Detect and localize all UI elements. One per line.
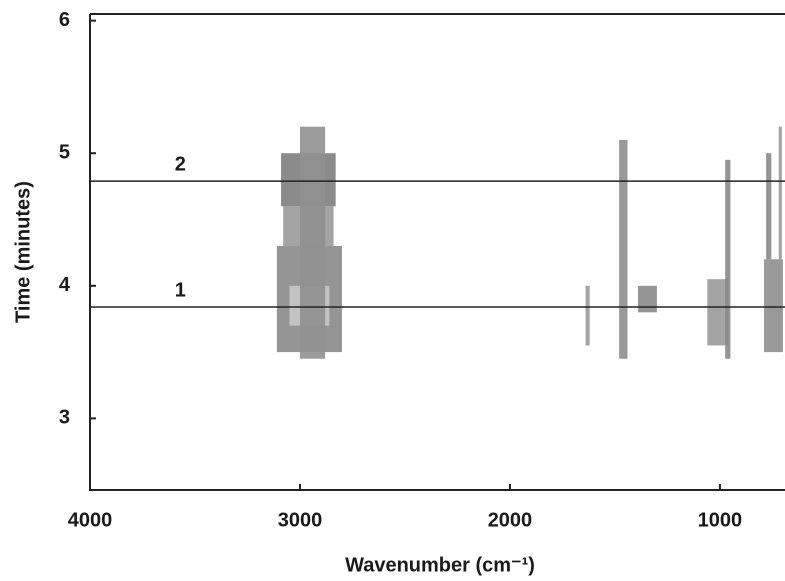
- time-marker-label: 2: [175, 153, 186, 175]
- x-tick-label: 4000: [68, 509, 113, 531]
- x-axis-label: Wavenumber (cm⁻¹): [345, 554, 535, 576]
- absorption-band: [778, 126, 782, 260]
- plot-frame: [89, 13, 785, 491]
- absorption-band: [766, 153, 772, 260]
- absorption-band: [638, 285, 657, 313]
- absorption-band: [725, 159, 731, 359]
- absorption-band: [585, 285, 590, 346]
- x-tick-label: 1000: [698, 509, 743, 531]
- y-tick-label: 3: [59, 407, 70, 429]
- absorption-band: [619, 139, 628, 359]
- absorption-band: [299, 126, 326, 359]
- y-tick-label: 6: [59, 9, 70, 31]
- y-tick-label: 4: [59, 274, 71, 296]
- absorption-band: [764, 259, 783, 353]
- x-tick-label: 3000: [278, 509, 323, 531]
- y-tick-label: 5: [59, 142, 70, 164]
- time-marker-label: 1: [175, 279, 186, 301]
- absorption-band: [707, 279, 729, 346]
- y-axis-label: Time (minutes): [12, 181, 34, 323]
- x-tick-label: 2000: [488, 509, 533, 531]
